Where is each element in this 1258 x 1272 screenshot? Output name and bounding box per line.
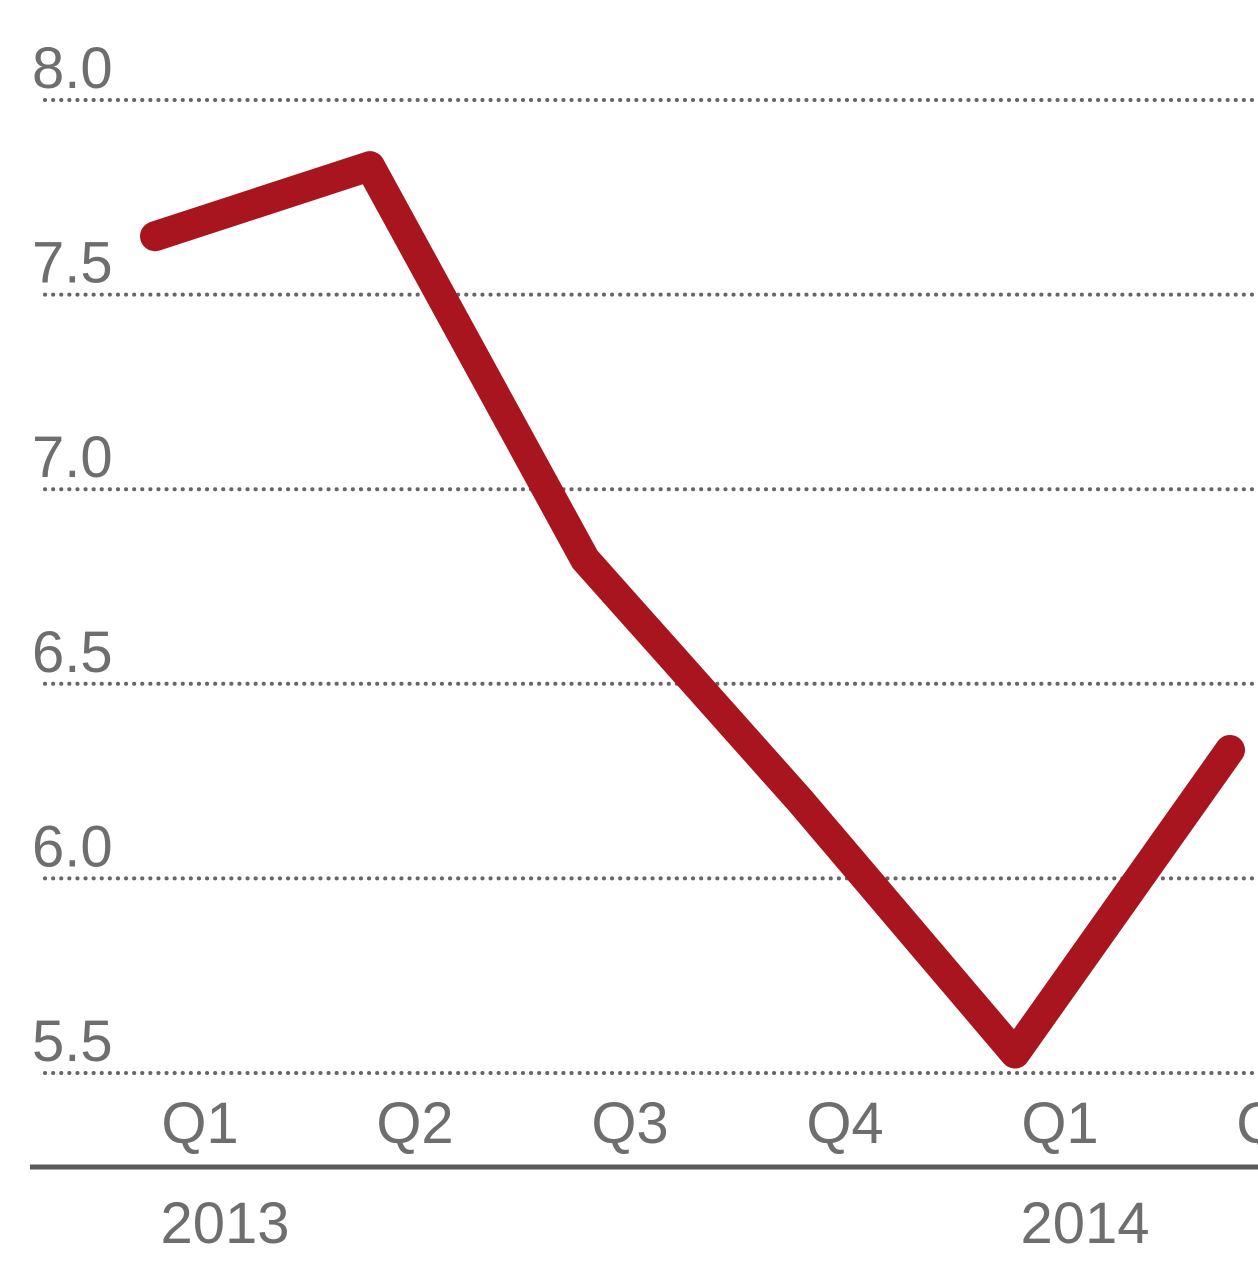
series-line — [140, 151, 1245, 1069]
data-point — [1229, 748, 1231, 751]
x-tick-label: Q1 — [1021, 1091, 1098, 1156]
series-layer — [140, 151, 1245, 1069]
data-point — [584, 558, 586, 561]
y-tick-label: 6.0 — [32, 814, 113, 879]
x-tick-label: Q3 — [591, 1091, 668, 1156]
y-tick-label: 8.0 — [32, 36, 113, 101]
x-tick-label: Q2 — [1236, 1091, 1258, 1156]
year-label: 2013 — [160, 1191, 289, 1256]
x-tick-label: Q4 — [806, 1091, 883, 1156]
x-axis-year-labels: 2013 2014 — [160, 1191, 1149, 1256]
y-tick-label: 5.5 — [32, 1009, 113, 1074]
data-point — [799, 799, 801, 802]
data-point — [369, 165, 371, 168]
year-label: 2014 — [1020, 1191, 1149, 1256]
y-axis-tick-labels: 8.0 7.5 7.0 6.5 6.0 5.5 — [32, 36, 113, 1074]
y-tick-label: 7.0 — [32, 425, 113, 490]
data-point — [154, 235, 156, 238]
gridlines — [43, 98, 1258, 1075]
y-tick-label: 6.5 — [32, 620, 113, 685]
x-tick-label: Q1 — [161, 1091, 238, 1156]
y-tick-label: 7.5 — [32, 231, 113, 296]
x-axis-tick-labels: Q1 Q2 Q3 Q4 Q1 Q2 — [161, 1091, 1258, 1156]
data-point — [1014, 1052, 1016, 1055]
x-tick-label: Q2 — [376, 1091, 453, 1156]
